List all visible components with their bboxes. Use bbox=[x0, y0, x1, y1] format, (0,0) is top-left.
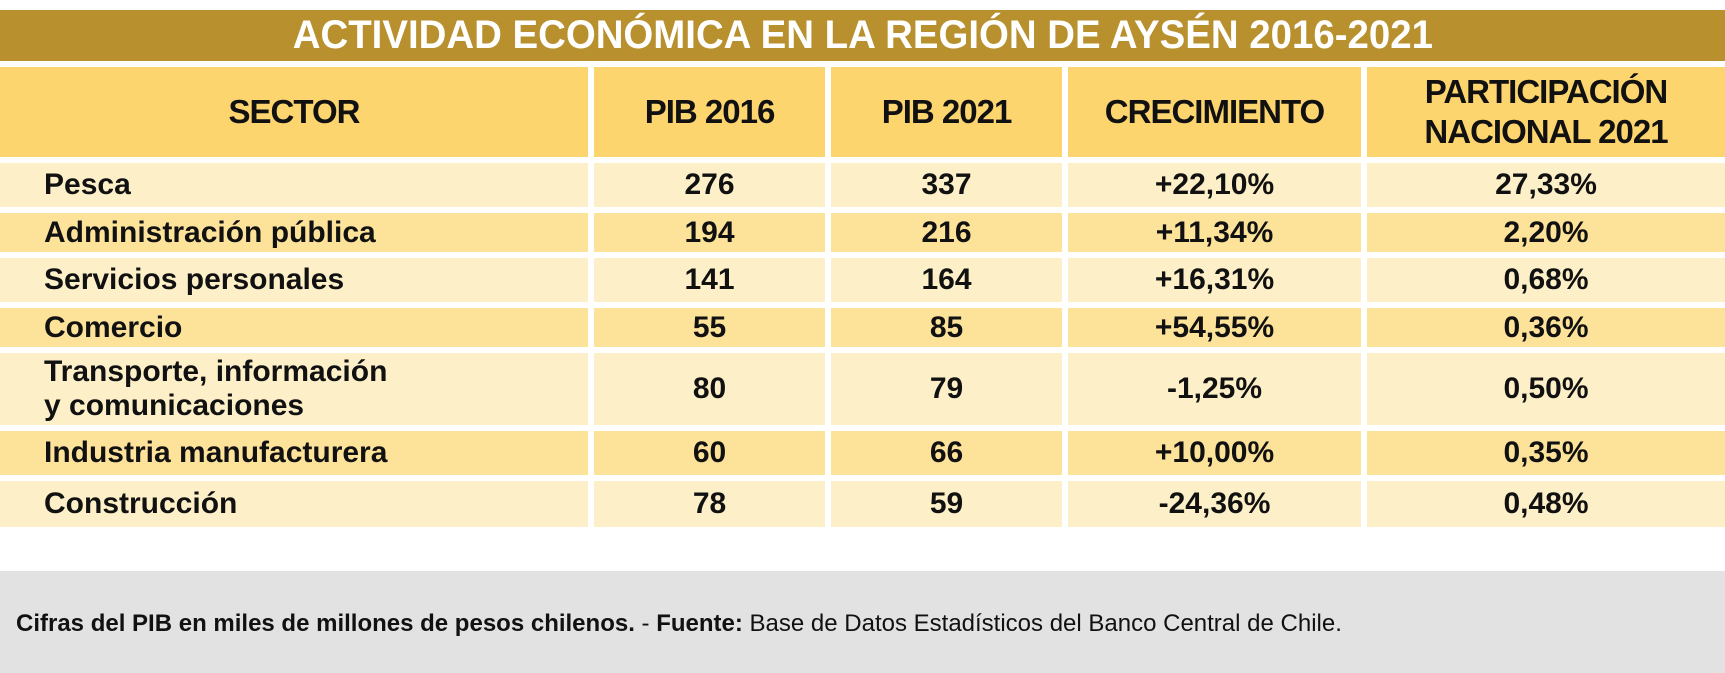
table-row: Construcción 78 59 -24,36% 0,48% bbox=[0, 481, 1725, 533]
pib-2016-cell: 141 bbox=[594, 258, 831, 308]
pib-2016-cell: 80 bbox=[594, 353, 831, 431]
pib-2016-cell: 60 bbox=[594, 431, 831, 481]
table-row: Servicios personales 141 164 +16,31% 0,6… bbox=[0, 258, 1725, 308]
footer-separator: - bbox=[634, 610, 657, 637]
pib-2021-cell: 79 bbox=[831, 353, 1068, 431]
pib-2021-cell: 164 bbox=[831, 258, 1068, 308]
header-participacion: PARTICIPACIÓN NACIONAL 2021 bbox=[1367, 67, 1725, 163]
sector-cell: Construcción bbox=[0, 481, 594, 533]
header-pib-2021: PIB 2021 bbox=[831, 67, 1068, 163]
crecimiento-cell: +11,34% bbox=[1068, 213, 1367, 258]
title-bar: ACTIVIDAD ECONÓMICA EN LA REGIÓN DE AYSÉ… bbox=[0, 10, 1725, 61]
participacion-cell: 0,68% bbox=[1367, 258, 1725, 308]
participacion-cell: 0,35% bbox=[1367, 431, 1725, 481]
page-title: ACTIVIDAD ECONÓMICA EN LA REGIÓN DE AYSÉ… bbox=[292, 13, 1433, 57]
sector-cell: Servicios personales bbox=[0, 258, 594, 308]
pib-2021-cell: 216 bbox=[831, 213, 1068, 258]
participacion-cell: 27,33% bbox=[1367, 163, 1725, 213]
crecimiento-cell: +10,00% bbox=[1068, 431, 1367, 481]
footer-note: Cifras del PIB en miles de millones de p… bbox=[16, 610, 1342, 638]
participacion-cell: 2,20% bbox=[1367, 213, 1725, 258]
table-row: Comercio 55 85 +54,55% 0,36% bbox=[0, 308, 1725, 353]
header-sector: SECTOR bbox=[0, 67, 594, 163]
sector-cell: Pesca bbox=[0, 163, 594, 213]
pib-2021-cell: 85 bbox=[831, 308, 1068, 353]
table-row: Transporte, información y comunicaciones… bbox=[0, 353, 1725, 431]
crecimiento-cell: +16,31% bbox=[1068, 258, 1367, 308]
pib-2021-cell: 66 bbox=[831, 431, 1068, 481]
header-crecimiento: CRECIMIENTO bbox=[1068, 67, 1367, 163]
sector-cell: Transporte, información y comunicaciones bbox=[0, 353, 594, 431]
pib-2016-cell: 55 bbox=[594, 308, 831, 353]
participacion-cell: 0,48% bbox=[1367, 481, 1725, 533]
table-row: Administración pública 194 216 +11,34% 2… bbox=[0, 213, 1725, 258]
crecimiento-cell: +22,10% bbox=[1068, 163, 1367, 213]
footer-units-note: Cifras del PIB en miles de millones de p… bbox=[16, 610, 635, 637]
sector-cell: Industria manufacturera bbox=[0, 431, 594, 481]
crecimiento-cell: +54,55% bbox=[1068, 308, 1367, 353]
sector-cell: Administración pública bbox=[0, 213, 594, 258]
sector-cell: Comercio bbox=[0, 308, 594, 353]
economic-activity-table: SECTOR PIB 2016 PIB 2021 CRECIMIENTO PAR… bbox=[0, 67, 1725, 533]
crecimiento-cell: -1,25% bbox=[1068, 353, 1367, 431]
crecimiento-cell: -24,36% bbox=[1068, 481, 1367, 533]
pib-2021-cell: 59 bbox=[831, 481, 1068, 533]
table-row: Pesca 276 337 +22,10% 27,33% bbox=[0, 163, 1725, 213]
table-header-row: SECTOR PIB 2016 PIB 2021 CRECIMIENTO PAR… bbox=[0, 67, 1725, 163]
header-pib-2016: PIB 2016 bbox=[594, 67, 831, 163]
pib-2016-cell: 194 bbox=[594, 213, 831, 258]
footer: Cifras del PIB en miles de millones de p… bbox=[0, 571, 1725, 673]
table-row: Industria manufacturera 60 66 +10,00% 0,… bbox=[0, 431, 1725, 481]
footer-source-label: Fuente: bbox=[656, 610, 743, 637]
pib-2016-cell: 276 bbox=[594, 163, 831, 213]
pib-2021-cell: 337 bbox=[831, 163, 1068, 213]
participacion-cell: 0,36% bbox=[1367, 308, 1725, 353]
footer-source-text: Base de Datos Estadísticos del Banco Cen… bbox=[742, 610, 1342, 637]
pib-2016-cell: 78 bbox=[594, 481, 831, 533]
participacion-cell: 0,50% bbox=[1367, 353, 1725, 431]
